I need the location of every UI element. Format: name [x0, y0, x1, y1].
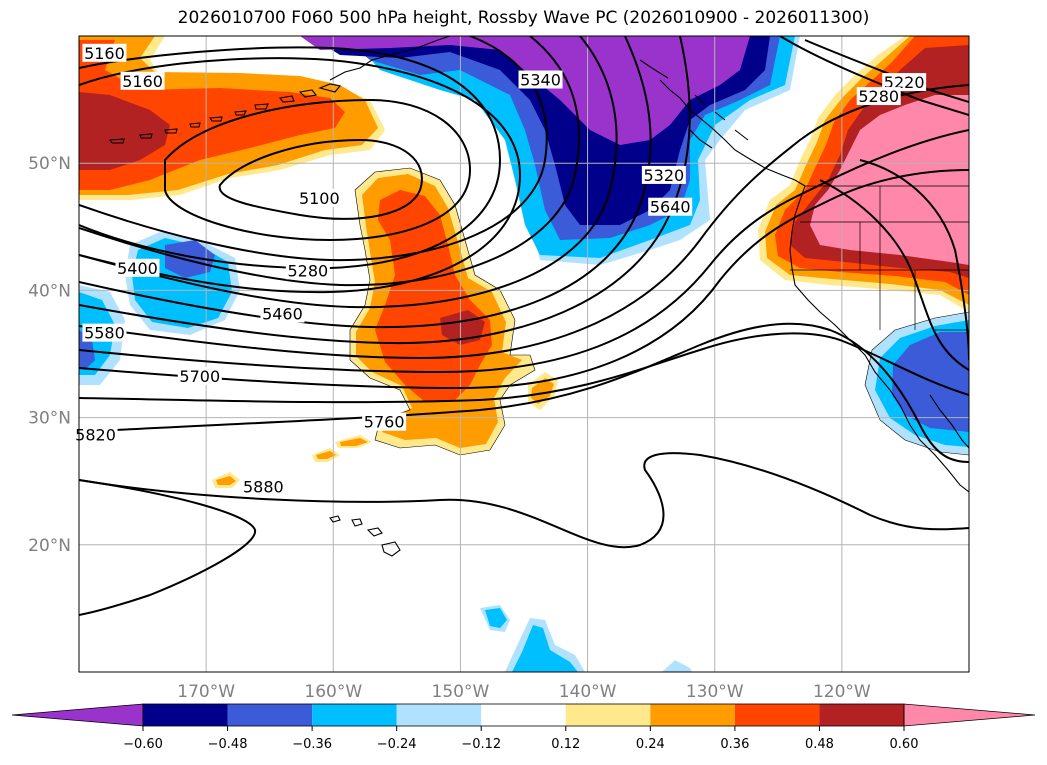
contour-label: 5160: [84, 44, 125, 63]
colorbar-segment: [396, 704, 482, 726]
colorbar: −0.60 −0.48 −0.36 −0.24 −0.12 0.12 0.24 0.36 0.4…: [11, 703, 1036, 752]
lon-tick-label: 170°W: [177, 682, 235, 702]
contour-label: 5280: [858, 87, 899, 106]
lon-tick-label: 140°W: [559, 682, 617, 702]
colorbar-extend-left: [11, 703, 144, 727]
contour-label-bg: [285, 261, 330, 280]
contour-label: 5320: [643, 166, 684, 185]
contour-label-bg: [120, 71, 165, 90]
lon-tick-label: 150°W: [432, 682, 490, 702]
colorbar-extend-right: [903, 703, 1036, 727]
longitude-labels: 170°W 160°W 150°W 140°W 130°W 120°W: [177, 682, 871, 702]
colorbar-tick-label: −0.48: [208, 737, 248, 752]
lon-tick-label: 160°W: [304, 682, 362, 702]
contour-label-bg: [648, 197, 693, 216]
contour-label-bg: [82, 323, 127, 342]
contour-label-bg: [856, 87, 901, 106]
colorbar-segments: [11, 703, 1036, 727]
colorbar-segment: [312, 704, 397, 726]
contour-5100: [218, 138, 423, 220]
contour-label: 5580: [84, 324, 125, 343]
shade-neg-south-cyan: [485, 608, 578, 672]
shade-neg-west-blue: [165, 240, 215, 278]
colorbar-segment: [565, 704, 651, 726]
figure-title: 2026010700 F060 500 hPa height, Rossby W…: [177, 8, 870, 28]
contour-label-bg: [518, 70, 563, 89]
lat-tick-label: 50°N: [28, 154, 71, 174]
colorbar-tick-label: −0.36: [292, 737, 332, 752]
colorbar-segment: [227, 704, 313, 726]
contour-label-bg: [115, 258, 160, 277]
colorbar-frame: [142, 703, 905, 727]
contour-label: 5640: [650, 198, 691, 217]
colorbar-segment: [819, 704, 904, 726]
height-contours: [79, 36, 969, 616]
colorbar-segment: [734, 704, 820, 726]
contour-label-bg: [260, 304, 305, 323]
colorbar-tick-label: 0.60: [890, 737, 919, 752]
colorbar-ticks: −0.60 −0.48 −0.36 −0.24 −0.12 0.12 0.24 0.36 0.4…: [123, 726, 918, 752]
contour-label: 5760: [364, 413, 405, 432]
contour-label-bg: [73, 425, 118, 444]
coastline-bc: [659, 79, 806, 187]
contour-label-bg: [297, 188, 342, 207]
contour-label: 5340: [520, 71, 561, 90]
colorbar-tick-label: 0.36: [720, 737, 749, 752]
contour-label: 5880: [243, 478, 284, 497]
lat-tick-label: 20°N: [28, 536, 71, 556]
contour-label: 5100: [299, 189, 340, 208]
contour-label: 5460: [262, 305, 303, 324]
colorbar-tick-label: −0.60: [123, 737, 163, 752]
contour-5880: [79, 452, 969, 549]
contour-label-bg: [177, 366, 222, 385]
contour-label-bg: [241, 477, 286, 496]
contour-label: 5280: [287, 261, 328, 280]
contour-label-bg: [641, 165, 686, 184]
coastline-hawaii: [329, 515, 401, 557]
shade-pos-center-red: [375, 190, 492, 402]
contour-label-bg: [362, 412, 407, 431]
contour-label-bg: [882, 73, 927, 92]
shade-pos-nw-darkred: [79, 92, 170, 170]
contour-label: 5400: [117, 259, 158, 278]
lon-tick-label: 130°W: [686, 682, 744, 702]
colorbar-tick-label: −0.24: [377, 737, 417, 752]
shade-pos-ne-pink: [810, 95, 969, 265]
contour-label: 5700: [179, 367, 220, 386]
lat-tick-label: 30°N: [28, 409, 71, 429]
contour-label-bg: [82, 43, 127, 62]
latitude-labels: 50°N 40°N 30°N 20°N: [28, 154, 71, 556]
shade-neg-north-purple: [205, 36, 750, 145]
contour-label: 5820: [75, 425, 116, 444]
colorbar-tick-label: 0.24: [636, 737, 665, 752]
contour-label: 5160: [122, 72, 163, 91]
lon-tick-label: 120°W: [813, 682, 871, 702]
colorbar-tick-label: −0.12: [461, 737, 501, 752]
colorbar-tick-label: 0.12: [551, 737, 580, 752]
state-borders: [790, 185, 969, 331]
lat-tick-label: 40°N: [28, 281, 71, 301]
map-frame: [78, 35, 970, 673]
colorbar-tick-label: 0.48: [805, 737, 834, 752]
colorbar-segment: [481, 704, 566, 726]
colorbar-segment: [650, 704, 735, 726]
coastlines: [109, 36, 969, 557]
colorbar-segment: [143, 704, 228, 726]
